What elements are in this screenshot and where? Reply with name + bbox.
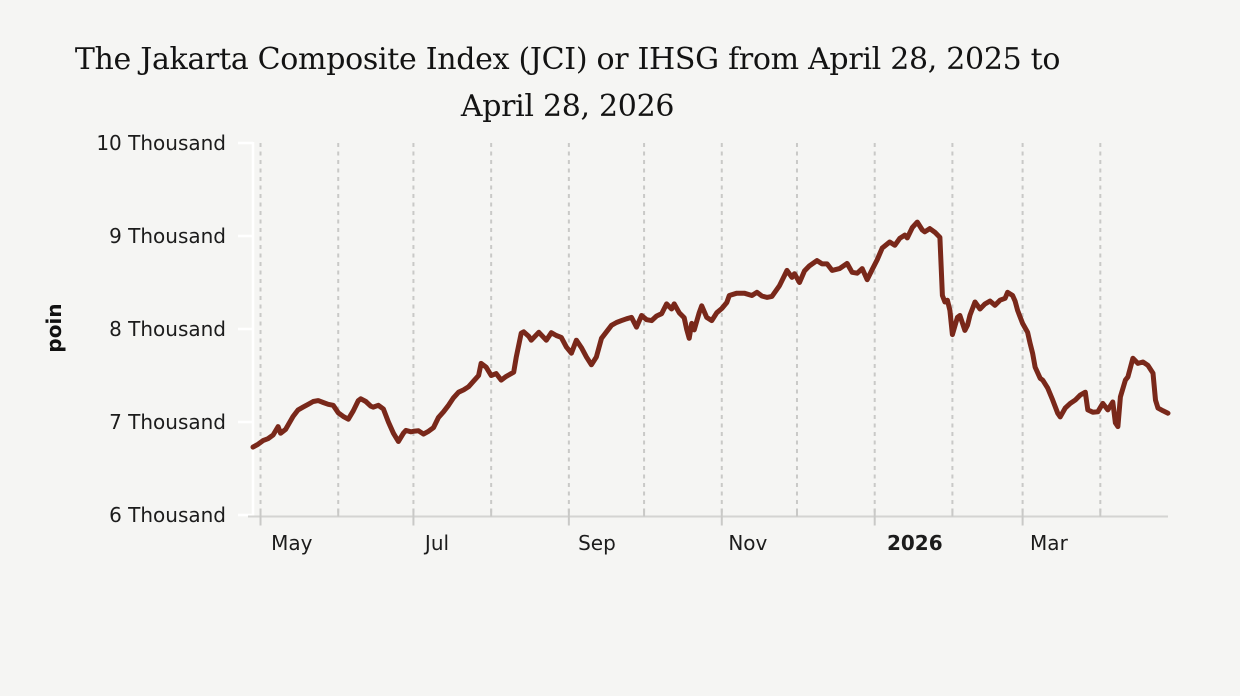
- x-axis-label-jul: Jul: [424, 531, 450, 555]
- chart-title-line2: April 28, 2026: [460, 89, 675, 124]
- chart-title: The Jakarta Composite Index (JCI) or IHS…: [0, 36, 1135, 130]
- chart-title-line1: The Jakarta Composite Index (JCI) or IHS…: [74, 42, 1061, 77]
- y-axis-label-6000: 6 Thousand: [109, 503, 226, 527]
- x-axis-label-2026: 2026: [886, 531, 943, 555]
- x-axis-label-sep: Sep: [578, 531, 616, 555]
- y-axis-label-9000: 9 Thousand: [109, 224, 226, 248]
- jci-series-line: [250, 219, 1171, 450]
- x-axis-label-mar: Mar: [1030, 531, 1068, 555]
- x-axis-label-nov: Nov: [728, 531, 768, 555]
- y-axis-label-7000: 7 Thousand: [109, 410, 226, 434]
- x-axis-label-may: May: [271, 531, 313, 555]
- y-axis-label-8000: 8 Thousand: [109, 317, 226, 341]
- y-axis-label-10000: 10 Thousand: [96, 131, 226, 155]
